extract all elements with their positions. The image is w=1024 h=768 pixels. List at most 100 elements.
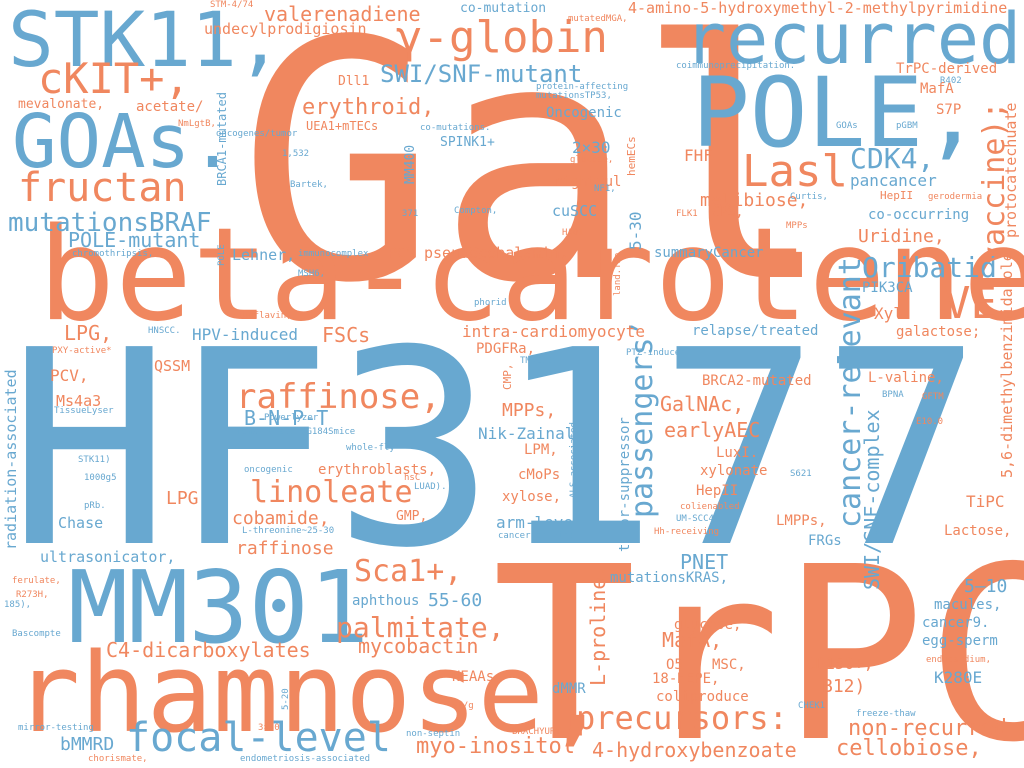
word-r273h: R273H,: [16, 590, 49, 600]
word-l-proline: L-proline,: [586, 565, 610, 686]
word-coliproduce: coliproduce: [656, 689, 749, 705]
word-hemecs: hemECs: [625, 136, 638, 176]
word-5-10: 5–10: [964, 576, 1008, 597]
word-stk11-small: STK11): [78, 455, 111, 465]
word-e10: E10.0: [916, 417, 944, 427]
word-bascompte: Bascompte: [12, 629, 61, 639]
word-um-scc47: UM-SCC47: [676, 514, 720, 524]
word-uea1: UEA1+mTECs: [306, 119, 379, 133]
word-gmp: GMP,: [396, 509, 428, 524]
word-hnscc: HNSCC.: [148, 326, 181, 336]
word-stm: STM-4/74: [210, 0, 254, 10]
word-melibiose: melibiose,: [700, 190, 809, 211]
word-swi-snf-complex: SWI/SNF-complex: [860, 409, 884, 590]
word-fscs: FSCs: [322, 323, 371, 347]
word-freeze-thaw: freeze-thaw: [856, 709, 916, 719]
word-rightful: rightful: [554, 174, 622, 190]
word-oribatid: Oribatid: [862, 251, 997, 284]
word-mycobactin: mycobactin: [358, 634, 479, 658]
word-cps: CPS,: [712, 205, 744, 220]
word-brca2-mutated: BRCA2-mutated: [702, 373, 812, 389]
word-sca1: Sca1+,: [354, 554, 463, 589]
word-b12: B12): [822, 676, 866, 697]
word-tumor-suppressor: tumor-suppressor: [617, 417, 633, 552]
word-s621: S621: [790, 469, 812, 479]
word-l-threonine: L-threonine~25-30: [242, 526, 335, 536]
word-pole-mutant: POLE-mutant: [68, 228, 201, 252]
word-neaas: NEAAs: [452, 669, 495, 685]
word-spink1: SPINK1+: [440, 135, 495, 150]
word-trpc-derived: TrPC-derived: [896, 61, 998, 77]
word-acetate: acetate/: [136, 99, 204, 115]
word-lpg-2: LPG: [166, 488, 199, 509]
word-lehner: Lehner,: [232, 246, 296, 264]
word-recurred: recurred: [684, 0, 1022, 80]
word-tissuelyser: TissueLyser: [54, 406, 114, 416]
word-pcv: PCV,: [50, 366, 89, 385]
word-glucose: glucose,: [674, 617, 742, 633]
word-dll1: Dll1: [338, 74, 370, 89]
word-gerodermia: gerodermia: [928, 192, 983, 202]
word-xyl: Xyl: [874, 304, 903, 323]
word-bartek: Bartek,: [290, 180, 328, 190]
word-xylose: xylose,: [502, 489, 562, 505]
word-valerenadiene: valerenadiene: [264, 2, 421, 26]
word-brca1-mutated: BRCA1-mutated: [215, 92, 229, 186]
word-cuscc: cuSCC: [552, 202, 598, 220]
word-relapse-treated: relapse/treated: [692, 323, 819, 339]
word-protein-affecting: protein-affecting: [536, 82, 629, 92]
word-nf1: NF1,: [594, 184, 616, 194]
word-brachyury: BRACHYURY: [512, 727, 561, 737]
word-whole-fly: whole-fly: [346, 443, 395, 453]
word-fructan: fructan: [18, 165, 187, 211]
word-r402: R402: [940, 76, 962, 86]
word-hepii-small: HepII: [880, 189, 914, 202]
word-tm00099: TM00099: [520, 356, 558, 366]
word-radiation-associated: radiation-associated: [2, 369, 20, 550]
word-rhamnose: rhamnose,: [14, 629, 611, 757]
word-cellobiose: cellobiose,: [836, 736, 982, 761]
word-ptz-induced: PTZ-induced: [626, 348, 686, 358]
word-curtis: Curtis,: [790, 192, 828, 202]
word-msc: MSC,: [712, 657, 746, 673]
word-mm301: MM301: [68, 549, 370, 666]
word-macules: macules,: [934, 597, 1002, 613]
word-non-recurred: non-recurred: [848, 716, 1007, 741]
word-cancer9: cancer9.: [922, 615, 990, 631]
word-land-the: land.The: [613, 252, 623, 296]
word-185: 185),: [4, 600, 32, 610]
word-dimethylbenzimidazole: 5,6-dimethylbenzimidazole: [998, 252, 1016, 478]
word-3x30: 3×30: [258, 723, 280, 733]
word-co-mutations: co-mutations.: [420, 123, 491, 133]
word-gamma-globin: γ-globin: [396, 12, 608, 63]
word-glucose-small: glucose,: [570, 155, 614, 165]
word-mutationskras: mutationsKRAS,: [610, 570, 729, 586]
word-18-hepe: 18-HEPE,: [652, 671, 720, 687]
word-2x30: 2×30: [572, 138, 611, 157]
word-chase: Chase: [58, 514, 104, 532]
word-s7p: S7P: [936, 102, 962, 118]
word-galnac: GalNAc,: [660, 392, 745, 416]
word-co-occurring: co-occurring: [868, 207, 970, 223]
word-galactose: galactose;: [896, 324, 981, 340]
word-ultrasonicator: ultrasonicator,: [40, 548, 176, 566]
word-flk1: FLK1: [676, 209, 698, 219]
word-hf3177: HF3177: [8, 292, 984, 607]
word-compton: Compton,: [454, 206, 498, 216]
word-5-30: 5-30: [626, 211, 645, 250]
word-lpm: LPM,: [524, 442, 558, 458]
word-bmmrd: bMMRD: [60, 734, 115, 755]
word-pcv-2: PCV: [388, 244, 416, 262]
word-ha01: HA01: [562, 228, 584, 238]
word-371: 371: [402, 209, 419, 219]
word-luad: LUAD).: [414, 482, 447, 492]
word-pseudocobalamin: pseudocobalamin,: [424, 244, 569, 262]
word-o5: O5: [666, 657, 683, 673]
word-pole-small: POLE: [217, 244, 227, 266]
word-hsc: hsC: [404, 473, 421, 483]
word-ms4a3: Ms4a3: [56, 392, 102, 410]
word-immunocomplex: immunocomplex: [298, 249, 369, 259]
word-gftm: GFTM: [922, 392, 944, 402]
word-phorid: phorid: [474, 298, 507, 308]
word-chorismate: chorismate,: [88, 754, 148, 764]
